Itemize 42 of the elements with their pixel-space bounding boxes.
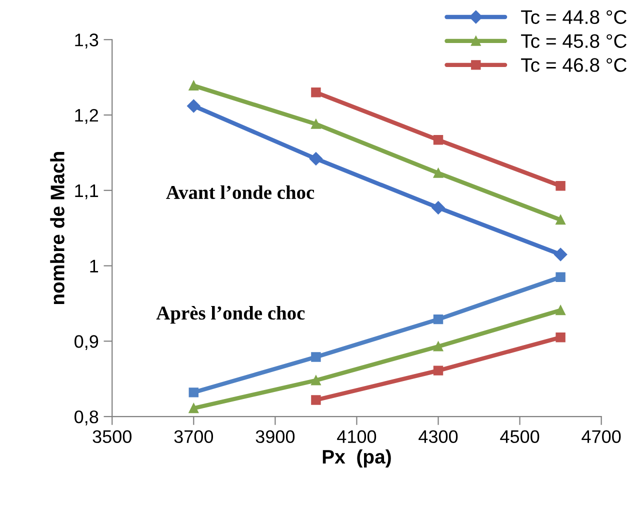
x-tick-label: 4700: [582, 430, 621, 444]
x-tick-label: 4100: [337, 430, 376, 444]
point: [309, 152, 323, 166]
y-tick-label: 1,3: [75, 34, 98, 48]
point: [433, 342, 444, 352]
point: [556, 214, 566, 225]
point: [311, 395, 321, 405]
y-tick-label: 1,1: [75, 184, 98, 200]
point: [188, 403, 199, 414]
point: [554, 248, 568, 262]
point: [187, 99, 200, 113]
point: [311, 119, 321, 129]
point: [433, 314, 444, 324]
point: [556, 272, 566, 282]
point: [311, 376, 321, 386]
point: [556, 181, 566, 191]
x-tick-label: 3500: [92, 430, 132, 444]
point: [311, 88, 321, 98]
legend-label: Tc = 46.8 °C: [521, 58, 627, 72]
x-tick-label: 4300: [418, 430, 458, 444]
point: [432, 201, 445, 214]
point: [311, 352, 321, 362]
y-tick-label: 0,9: [74, 335, 98, 350]
x-tick-label: 3700: [174, 430, 214, 444]
y-tick-label: 1,2: [75, 108, 98, 124]
point: [188, 80, 199, 90]
x-tick-label: 4500: [500, 430, 540, 444]
legend-label: Tc = 44.8 °C: [521, 10, 627, 24]
point: [556, 305, 566, 316]
legend-label: Tc = 45.8 °C: [521, 34, 627, 48]
y-tick-label: 0,8: [74, 410, 98, 426]
point: [433, 135, 444, 145]
point: [188, 388, 199, 398]
point: [556, 332, 566, 342]
x-axis-title: Px (pa): [322, 449, 391, 468]
point: [433, 168, 444, 178]
y-axis-title: nombre de Mach: [50, 152, 64, 304]
x-tick-label: 3900: [256, 430, 295, 444]
annotation: Après l’onde choc: [156, 306, 305, 324]
annotation: Avant l’onde choc: [166, 185, 314, 200]
y-tick-label: 1: [90, 260, 98, 272]
point: [433, 366, 444, 376]
